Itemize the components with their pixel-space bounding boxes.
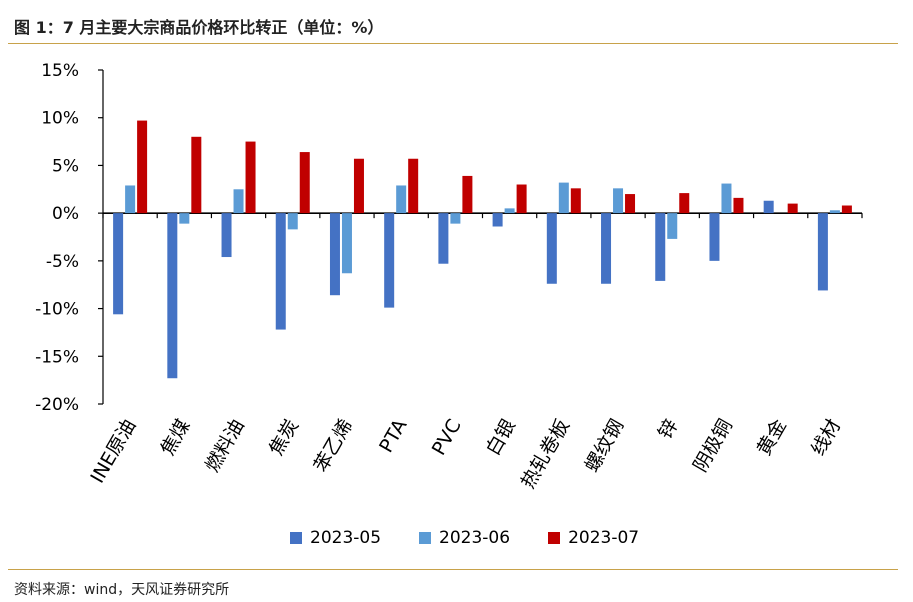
y-axis: 15% 10% 5% 0% -5% -10% -15% -20% — [35, 61, 104, 415]
bar — [329, 213, 340, 296]
bars — [113, 120, 852, 379]
bar — [341, 213, 352, 274]
category-label: 苯乙烯 — [310, 416, 358, 476]
header-divider — [8, 43, 898, 44]
bar — [396, 185, 407, 214]
category-label: 白银 — [482, 416, 520, 460]
y-tick-label: 5% — [52, 156, 79, 176]
y-tick-label: -20% — [35, 395, 79, 415]
bar — [516, 184, 527, 214]
legend-swatch — [548, 532, 561, 544]
bar — [408, 158, 419, 214]
footer-divider — [8, 569, 898, 570]
bar — [438, 213, 449, 264]
category-label: 燃料油 — [201, 416, 249, 476]
legend-item: 2023-07 — [548, 528, 639, 548]
y-tick-label: -5% — [46, 252, 79, 272]
bar — [787, 203, 798, 214]
category-label: INE原油 — [86, 416, 140, 487]
bar — [492, 213, 503, 227]
category-label: 线材 — [807, 416, 845, 460]
category-label: 热轧卷板 — [517, 416, 574, 493]
bar — [625, 194, 636, 214]
y-tick-label: 10% — [41, 109, 79, 129]
bar — [287, 213, 298, 230]
legend-swatch — [419, 532, 432, 544]
bar — [450, 213, 461, 224]
legend-label: 2023-05 — [310, 528, 382, 548]
bar — [125, 185, 136, 214]
bar — [763, 200, 774, 214]
bar — [245, 141, 256, 214]
category-labels: INE原油 焦煤 燃料油 焦炭 苯乙烯 PTA PVC 白银热轧卷板 螺纹钢锌阴极铜 黄金 线材 — [86, 416, 845, 493]
bar — [841, 205, 852, 214]
y-tick-label: 0% — [52, 204, 79, 224]
bar — [275, 213, 286, 330]
bar — [179, 213, 190, 224]
bar — [299, 152, 310, 214]
bar — [546, 213, 557, 284]
legend-label: 2023-06 — [439, 528, 511, 548]
bar — [504, 208, 515, 214]
bar — [558, 182, 569, 214]
bar — [601, 213, 612, 284]
bar — [667, 213, 678, 239]
bar-chart: 15% 10% 5% 0% -5% -10% -15% -20% INE原油 焦煤 燃料油 焦炭 苯乙… — [35, 61, 863, 493]
bar — [655, 213, 666, 281]
bar — [733, 197, 744, 214]
bar — [221, 213, 232, 258]
category-label: 螺纹钢 — [581, 416, 629, 476]
bar — [191, 136, 202, 214]
y-tick-label: 15% — [41, 61, 79, 81]
y-tick-label: -15% — [35, 347, 79, 367]
bar — [137, 120, 148, 214]
category-label: PVC — [428, 416, 466, 460]
bar — [721, 183, 732, 214]
bar — [829, 210, 840, 214]
legend-item: 2023-06 — [419, 528, 510, 548]
category-label: 焦炭 — [265, 416, 303, 460]
bar — [709, 213, 720, 261]
bar — [384, 213, 395, 308]
bar — [353, 158, 364, 214]
bar — [613, 188, 624, 214]
bar — [462, 175, 473, 214]
bar — [233, 189, 244, 214]
bar — [817, 213, 828, 291]
category-label: 阴极铜 — [689, 416, 737, 476]
category-label: 黄金 — [753, 416, 791, 460]
category-label: PTA — [375, 416, 411, 457]
x-axis — [102, 212, 863, 219]
y-tick-label: -10% — [35, 300, 79, 320]
source-note: 资料来源：wind，天风证券研究所 — [14, 582, 230, 598]
bar — [679, 193, 690, 214]
legend-label: 2023-07 — [568, 528, 640, 548]
legend-swatch — [290, 532, 302, 544]
chart-title: 图 1：7 月主要大宗商品价格环比转正（单位：%） — [14, 18, 384, 37]
category-label: 焦煤 — [157, 416, 195, 460]
legend: 2023-05 2023-06 2023-07 — [290, 528, 639, 548]
legend-item: 2023-05 — [290, 528, 381, 548]
bar — [570, 188, 581, 214]
category-label: 锌 — [654, 416, 683, 443]
bar — [167, 213, 178, 379]
bar — [113, 213, 124, 315]
